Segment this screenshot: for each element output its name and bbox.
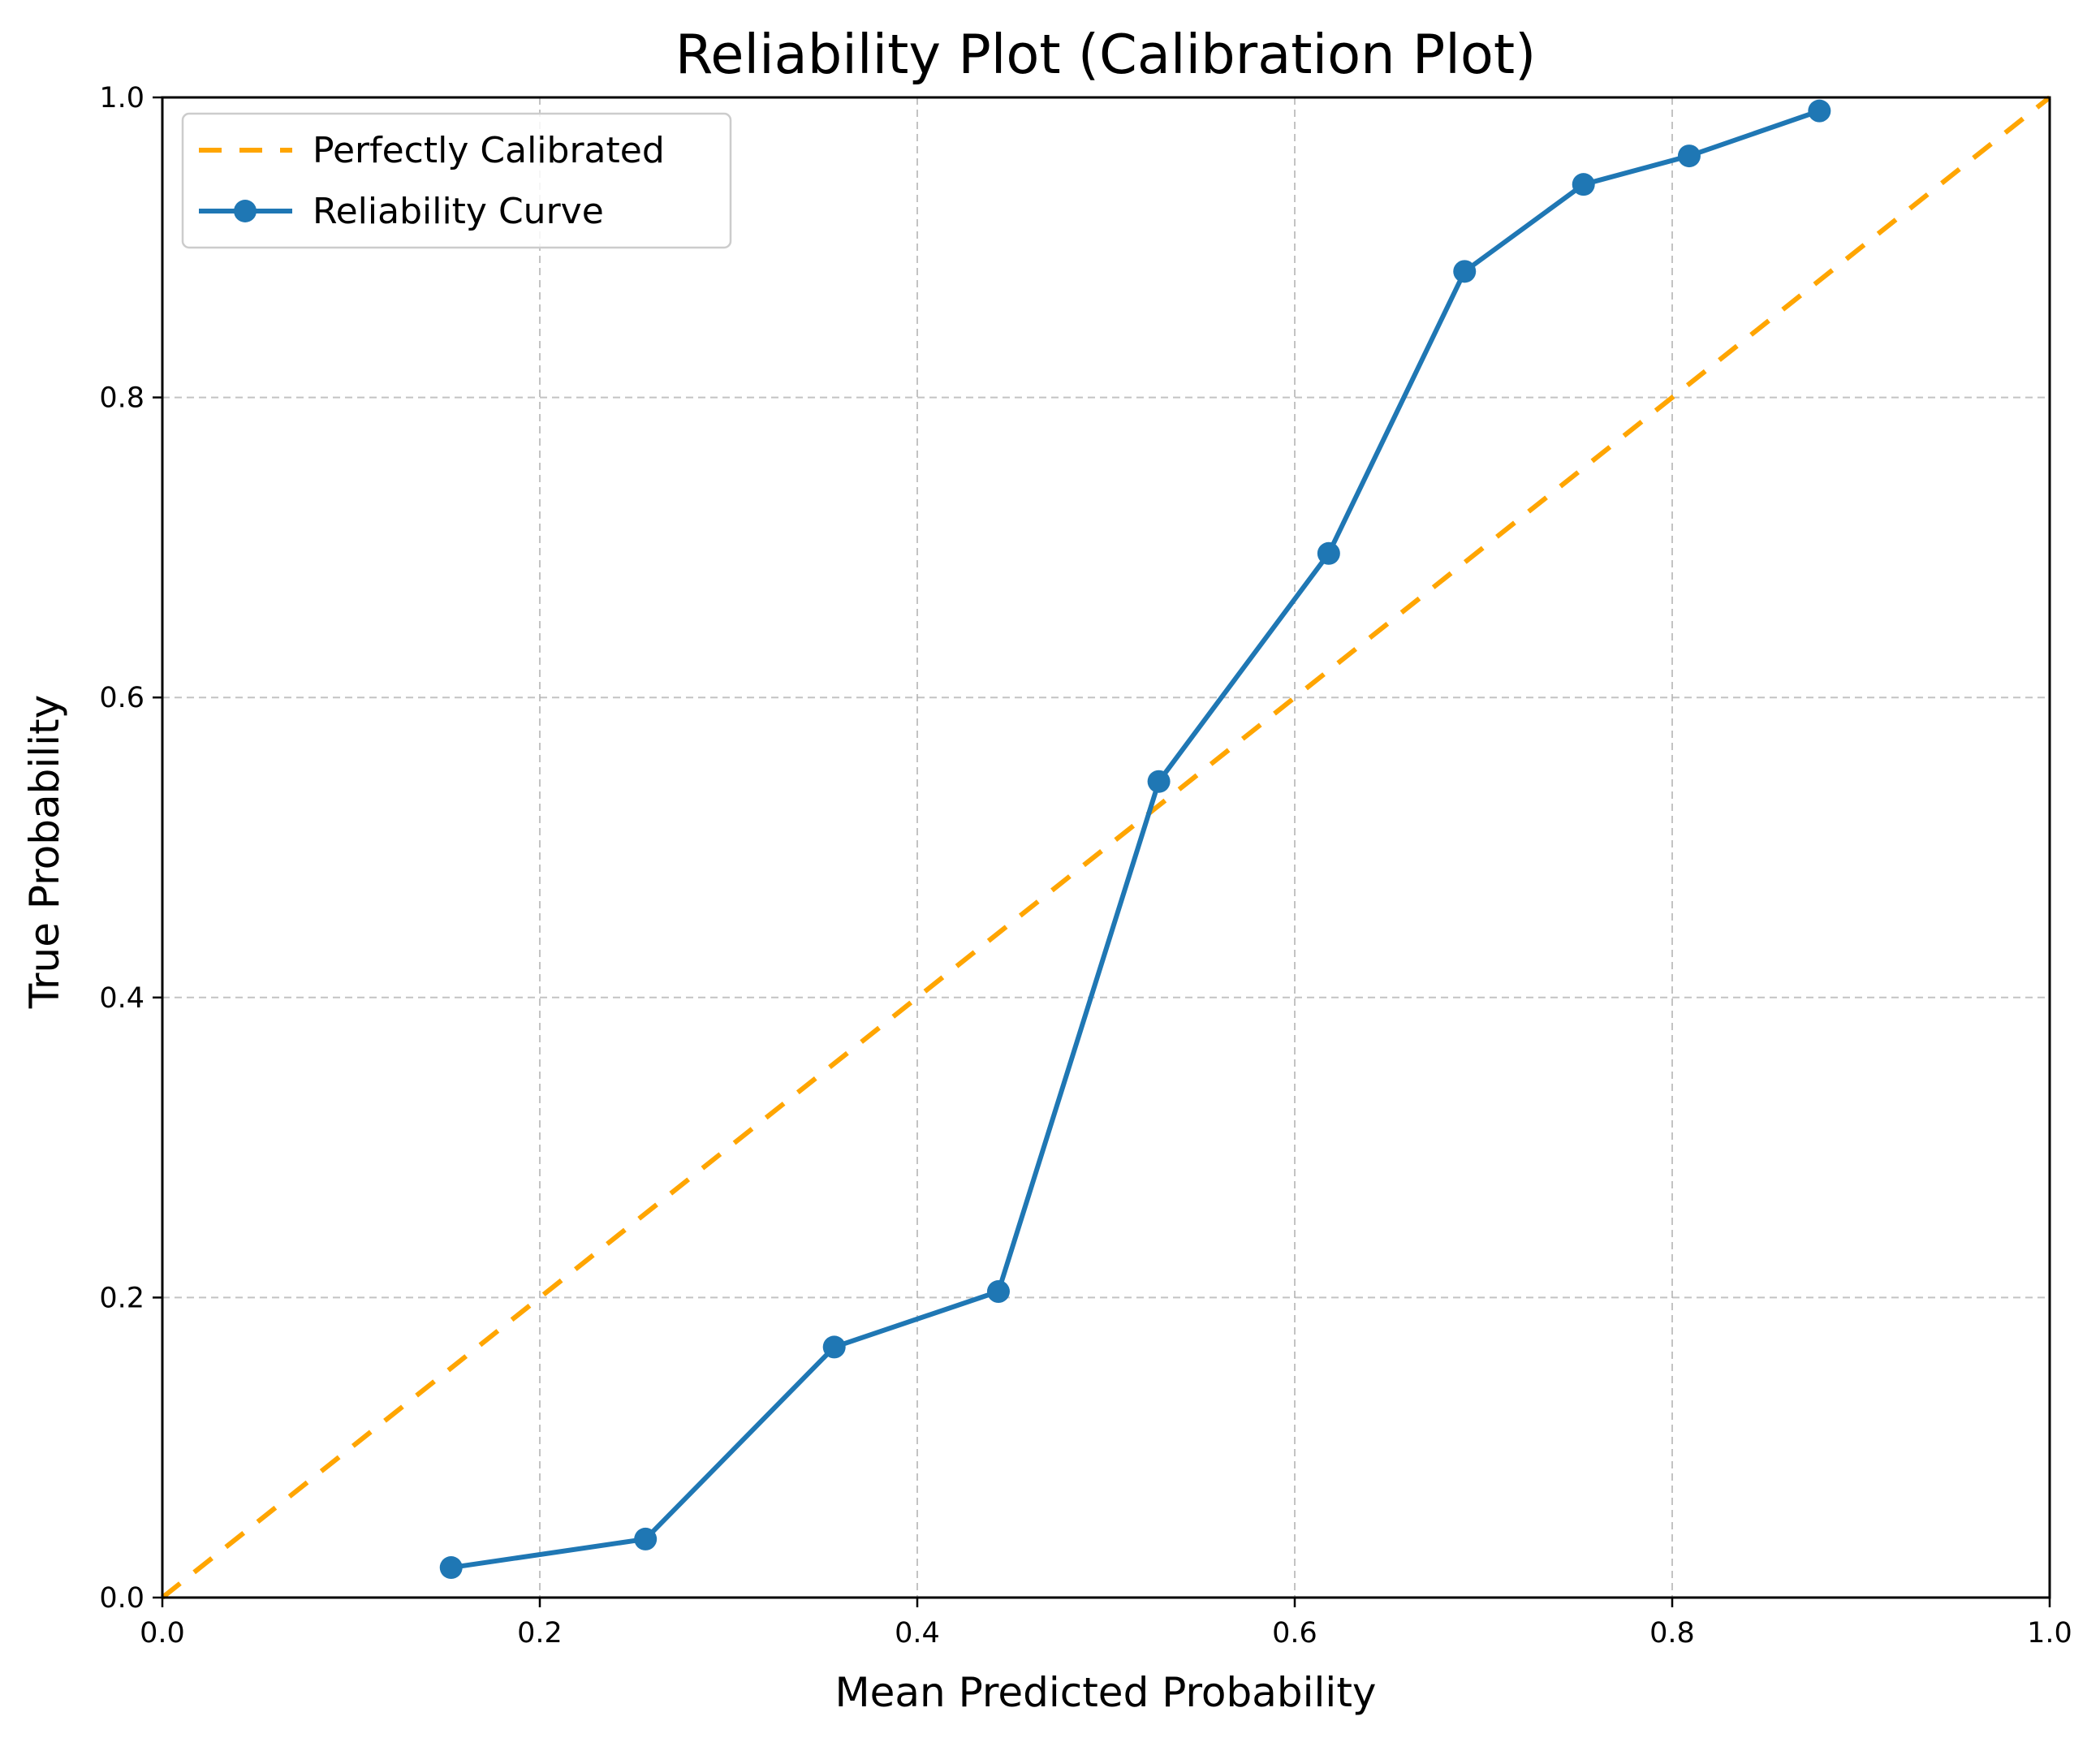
x-tick-label: 0.2 — [517, 1617, 563, 1650]
reliability-curve-point — [439, 1556, 463, 1580]
y-axis-label: True Probability — [21, 695, 68, 1009]
y-tick-label: 0.8 — [99, 382, 144, 415]
legend: Perfectly Calibrated Reliability Curve — [181, 112, 732, 249]
legend-marker-reliability-curve — [234, 200, 257, 222]
legend-label-reliability-curve: Reliability Curve — [313, 191, 604, 232]
legend-box — [181, 112, 732, 249]
x-tick-label: 0.0 — [140, 1617, 185, 1650]
legend-label-perfectly-calibrated: Perfectly Calibrated — [313, 130, 665, 171]
reliability-curve-line — [451, 108, 1821, 1571]
plot-frame — [161, 96, 2051, 1599]
y-tick-label: 1.0 — [99, 82, 144, 114]
chart-title: Reliability Plot (Calibration Plot) — [675, 23, 1537, 86]
reliability-curve-point — [1677, 144, 1701, 168]
reliability-curve-point — [822, 1335, 846, 1359]
x-tick-label: 0.8 — [1649, 1617, 1695, 1650]
reliability-curve-point — [1147, 770, 1171, 793]
reliability-curve-point — [1453, 260, 1477, 283]
y-tick-label: 0.6 — [99, 682, 144, 714]
x-tick-label: 1.0 — [2027, 1617, 2072, 1650]
series-layer — [161, 95, 2051, 1600]
reliability-curve-point — [1572, 173, 1595, 196]
x-axis-label: Mean Predicted Probability — [834, 1669, 1376, 1716]
x-tick-label: 0.6 — [1272, 1617, 1317, 1650]
reliability-curve-point — [634, 1527, 658, 1550]
reliability-curve-point — [1317, 541, 1340, 565]
reliability-curve-point — [1808, 99, 1831, 123]
y-tick-label: 0.2 — [99, 1282, 144, 1314]
perfectly-calibrated-line — [161, 95, 2051, 1600]
y-tick-label: 0.4 — [99, 982, 144, 1015]
reliability-curve-point — [986, 1280, 1010, 1304]
axis-ticks: 0.0 0.2 0.4 0.6 0.8 1.0 0.0 0.2 0.4 0.6 0.8 1.0 — [99, 82, 2072, 1650]
x-tick-label: 0.4 — [895, 1617, 940, 1650]
y-tick-label: 0.0 — [99, 1582, 144, 1615]
